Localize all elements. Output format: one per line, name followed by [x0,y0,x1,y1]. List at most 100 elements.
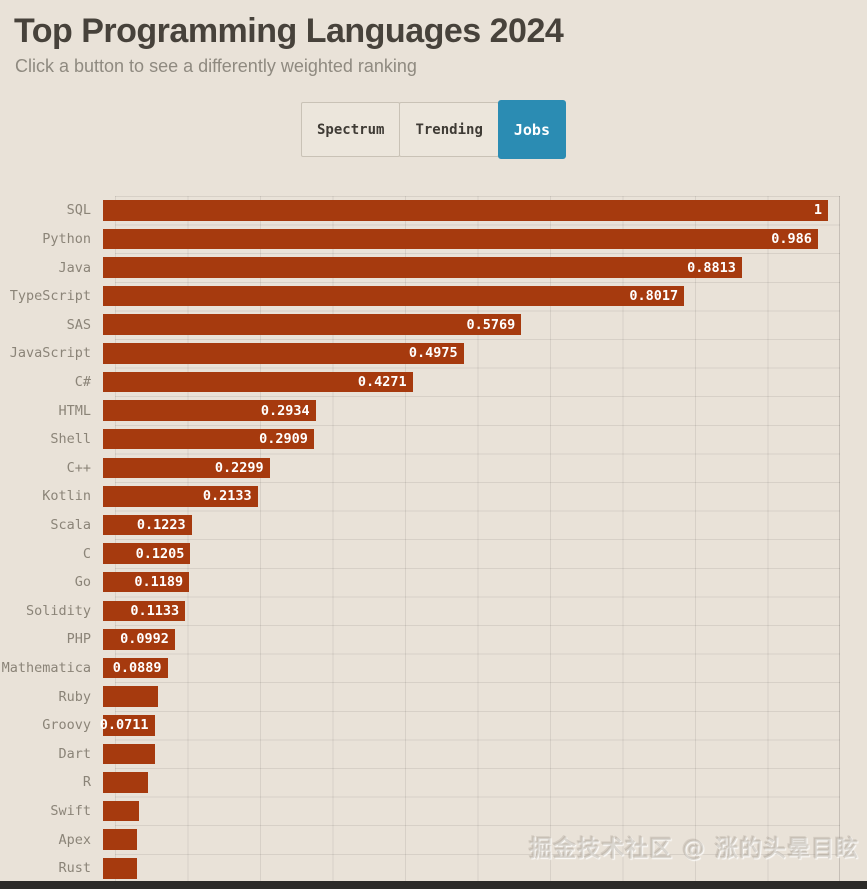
bar-track [103,800,867,822]
bar-value-label: 0.4975 [408,345,458,362]
value-bar [103,858,137,879]
bar-value-label: 0.1223 [136,517,186,533]
bar-value-label: 0.8017 [629,288,679,305]
bar-row: Solidity 0.1133 [0,597,867,626]
bar-row: SQL 1 [0,196,867,225]
bar-value-label: 0.2934 [260,402,310,419]
bar-row: Shell 0.2909 [0,425,867,454]
bar-row: PHP 0.0992 [0,625,867,654]
bar-value-label: 0.1133 [130,602,180,619]
bar-row: SAS 0.5769 [0,310,867,339]
language-label: Solidity [25,602,91,619]
bar-track: 0.0889 [103,657,867,679]
language-label: Kotlin [42,488,91,505]
bar-row: C++ 0.2299 [0,453,867,482]
bar-track: 0.4271 [103,371,867,393]
language-label: R [82,774,91,791]
bar-row: HTML 0.2934 [0,396,867,425]
value-bar: 0.0711 [100,715,155,736]
bar-track: 0.2909 [103,428,867,450]
bar-row: C# 0.4271 [0,368,867,397]
language-label: Apex [58,831,91,848]
bar-row: Groovy 0.0711 [0,711,867,740]
bar-track: 0.2133 [103,486,867,507]
language-label: Python [42,230,91,247]
bar-rows: SQL 1 Python 0.986 Java 0.8813 TypeScrip… [0,196,867,883]
value-bar: 0.2909 [103,428,314,450]
bar-row: C 0.1205 [0,539,867,568]
language-label: Shell [50,431,91,448]
bar-track: 1 [103,200,867,221]
value-bar: 0.0889 [103,657,168,679]
bar-track [103,829,867,850]
bar-value-label: 0.0992 [120,631,169,648]
value-bar: 0.0992 [103,629,175,650]
language-label: JavaScript [9,345,91,362]
value-bar: 0.5769 [103,314,522,335]
bar-row: Mathematica 0.0889 [0,654,867,683]
language-label: Go [74,574,91,591]
language-label: C# [74,373,91,390]
value-bar: 0.1133 [103,600,186,622]
value-bar: 0.2299 [103,457,270,479]
language-label: Mathematica [1,660,91,677]
bar-row: Ruby [0,682,867,711]
tab-trending[interactable]: Trending [399,102,499,157]
language-label: SQL [66,202,91,219]
weighting-button-group: Spectrum Trending Jobs [0,100,867,159]
bar-row: Dart [0,740,867,769]
bar-track: 0.8813 [103,257,867,278]
value-bar: 0.986 [103,228,818,250]
value-bar: 0.4975 [103,343,464,364]
language-label: Groovy [42,717,91,734]
value-bar: 0.8017 [103,285,685,307]
bar-track [103,772,867,793]
value-bar: 0.8813 [103,257,742,278]
bar-track [103,686,867,707]
bar-row: Kotlin 0.2133 [0,482,867,511]
bar-value-label: 0.4271 [357,373,407,390]
tab-spectrum[interactable]: Spectrum [301,102,401,157]
bar-value-label: 0.986 [771,230,812,247]
bar-track: 0.0711 [100,715,867,736]
page-subtitle: Click a button to see a differently weig… [15,56,417,76]
language-label: Scala [50,517,91,533]
bar-value-label: 1 [813,202,822,219]
value-bar [103,772,148,793]
language-label: SAS [66,316,91,333]
bar-value-label: 0.1205 [135,545,185,562]
page-title: Top Programming Languages 2024 [14,12,564,50]
language-label: TypeScript [9,288,91,305]
value-bar: 0.4271 [103,371,413,393]
bar-row: Scala 0.1223 [0,511,867,540]
language-label: PHP [66,631,91,648]
bar-track: 0.4975 [103,343,867,364]
bar-value-label: 0.5769 [466,316,516,333]
language-label: Java [58,259,91,276]
value-bar: 0.2133 [103,486,258,507]
bar-chart: SQL 1 Python 0.986 Java 0.8813 TypeScrip… [0,196,867,883]
bar-value-label: 0.8813 [687,259,736,276]
bar-row: JavaScript 0.4975 [0,339,867,368]
value-bar: 0.1223 [103,514,192,536]
bar-track: 0.0992 [103,629,867,650]
bar-track [103,858,867,879]
bar-track [103,743,867,765]
language-label: Rust [58,860,91,877]
language-label: Ruby [58,688,91,705]
bar-track: 0.1133 [103,600,867,622]
value-bar: 0.1189 [103,571,190,593]
language-label: C++ [66,459,91,476]
value-bar: 1 [103,200,828,221]
bar-track: 0.2299 [103,457,867,479]
bar-track: 0.2934 [103,400,867,421]
bottom-strip [0,881,867,889]
value-bar [103,800,139,822]
tab-jobs[interactable]: Jobs [497,100,566,159]
bar-track: 0.986 [103,228,867,250]
bar-row: Python 0.986 [0,225,867,254]
language-label: C [82,545,91,562]
language-label: Dart [58,745,91,762]
bar-row: TypeScript 0.8017 [0,282,867,311]
bar-value-label: 0.2299 [214,459,264,476]
